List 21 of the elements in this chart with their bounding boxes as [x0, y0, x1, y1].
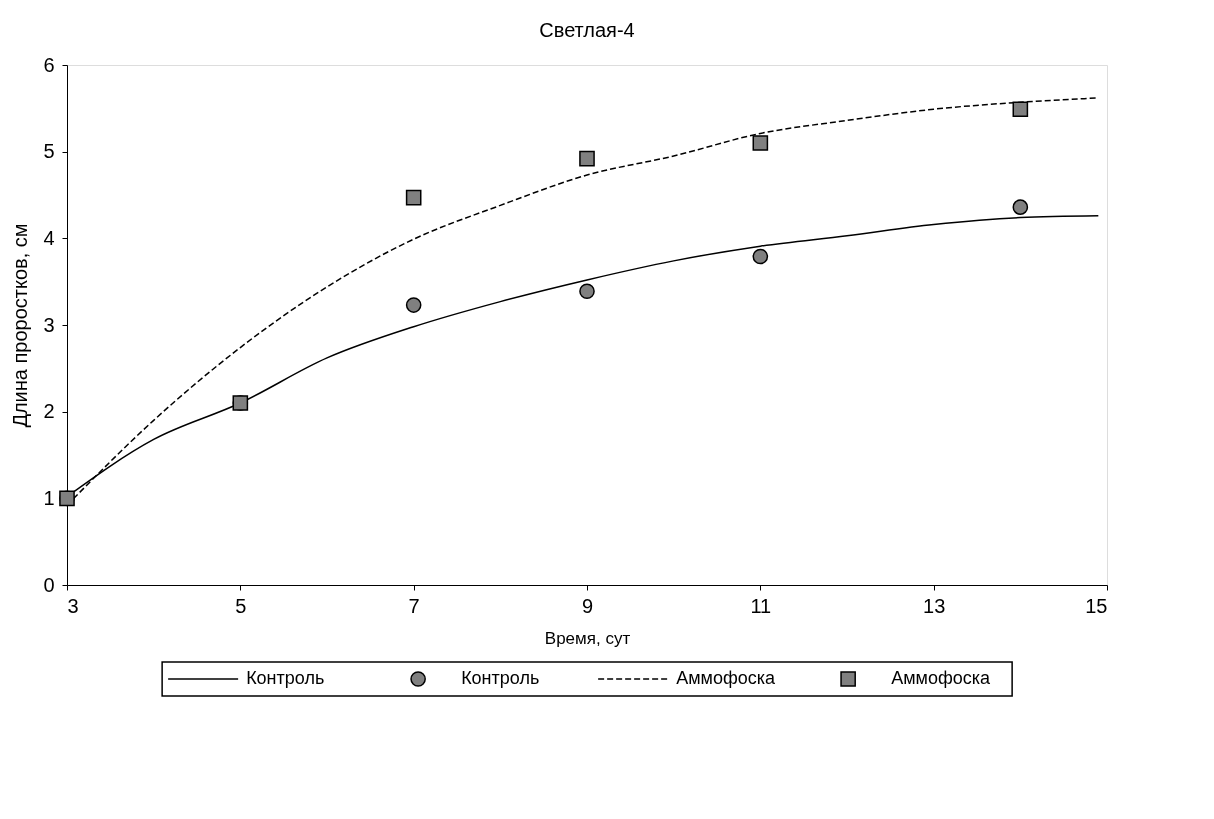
y-axis-title: Длина проростков, см: [9, 223, 32, 428]
x-tick-label: 9: [581, 594, 594, 617]
chart-title: Светлая-4: [539, 19, 635, 41]
legend-label: Контроль: [461, 668, 540, 688]
y-tick-label: 5: [43, 140, 55, 163]
x-tick-label: 13: [923, 594, 946, 617]
y-tick-label: 2: [43, 400, 55, 423]
y-tick-label: 4: [43, 226, 55, 249]
y-tick-label: 6: [43, 53, 55, 76]
y-tick-label: 1: [43, 486, 55, 509]
y-tick-label: 0: [43, 573, 55, 596]
x-tick-label: 5: [235, 594, 247, 617]
legend-label: Аммофоска: [891, 668, 991, 688]
x-tick-label: 15: [1085, 594, 1108, 617]
legend-label: Аммофоска: [676, 668, 776, 688]
y-tick-label: 3: [43, 313, 55, 336]
x-tick-label: 7: [408, 594, 420, 617]
x-axis-title: Время, сут: [544, 628, 631, 648]
x-tick-label: 11: [750, 594, 772, 617]
x-tick-label: 3: [67, 594, 79, 617]
legend-label: Контроль: [246, 668, 325, 688]
